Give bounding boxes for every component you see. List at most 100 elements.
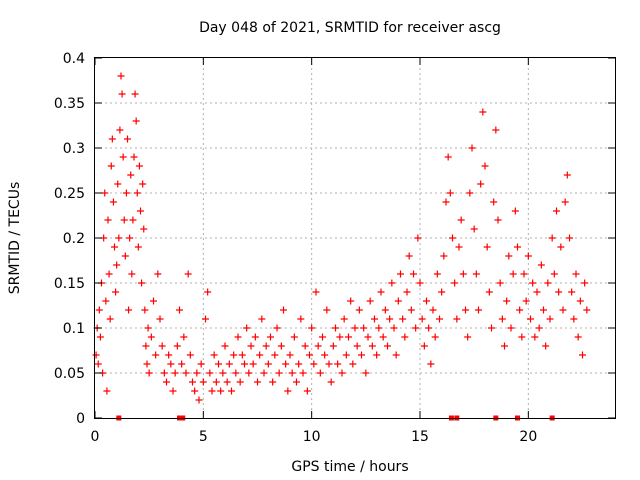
x-tick-label: 5 [199, 429, 208, 445]
data-point [511, 207, 519, 215]
data-point [399, 315, 407, 323]
data-point [286, 351, 294, 359]
data-point [121, 252, 129, 260]
data-point [334, 360, 342, 368]
data-point [535, 324, 543, 332]
data-point [490, 198, 498, 206]
data-point [147, 333, 155, 341]
data-point [171, 369, 179, 377]
data-point [108, 135, 116, 143]
data-point [429, 306, 437, 314]
data-point [144, 324, 152, 332]
data-point [128, 270, 136, 278]
data-point [221, 342, 229, 350]
data-point [433, 270, 441, 278]
data-point [271, 351, 279, 359]
data-point [290, 333, 298, 341]
data-point [446, 189, 454, 197]
data-point [509, 270, 517, 278]
x-tick-label: 0 [91, 429, 100, 445]
data-point [566, 234, 573, 242]
x-tick-label: 15 [411, 429, 429, 445]
data-point [451, 279, 459, 287]
data-point [116, 126, 124, 134]
data-point [550, 270, 558, 278]
data-point [537, 261, 545, 269]
data-point [358, 351, 365, 359]
data-point [524, 252, 532, 260]
data-point [455, 243, 463, 251]
data-point [125, 306, 133, 314]
data-point [373, 351, 381, 359]
plot-frame [94, 57, 616, 419]
data-point [416, 279, 424, 287]
data-point [472, 270, 480, 278]
y-tick-label: 0.3 [63, 141, 85, 157]
data-point [325, 360, 333, 368]
data-point [243, 324, 251, 332]
data-point [319, 333, 326, 341]
data-point [316, 369, 324, 377]
data-point [133, 189, 141, 197]
data-point [388, 279, 396, 287]
data-point [284, 387, 292, 395]
data-point [215, 360, 222, 368]
chart-title: Day 048 of 2021, SRMTID for receiver asc… [199, 20, 501, 36]
data-point [518, 333, 526, 341]
data-point [178, 360, 186, 368]
data-point [520, 270, 528, 278]
data-point [336, 333, 344, 341]
data-point [403, 288, 411, 296]
data-point [140, 225, 148, 233]
data-point [131, 90, 139, 98]
data-point [563, 171, 571, 179]
data-point [127, 171, 135, 179]
data-point [310, 360, 318, 368]
data-point [351, 324, 359, 332]
data-point [277, 342, 285, 350]
data-point [269, 378, 277, 386]
x-tick-label: 10 [303, 429, 321, 445]
data-point [169, 387, 177, 395]
data-point [579, 351, 586, 359]
data-point [119, 153, 127, 161]
data-point [410, 270, 417, 278]
data-point [107, 162, 115, 170]
data-point [299, 369, 307, 377]
data-point [368, 342, 376, 350]
data-point [576, 297, 584, 305]
data-point [548, 234, 556, 242]
data-point [492, 126, 500, 134]
y-tick-label: 0.25 [54, 186, 85, 202]
data-point [583, 306, 591, 314]
data-point [414, 234, 422, 242]
data-point [282, 360, 290, 368]
data-point [195, 396, 203, 404]
data-point [401, 333, 409, 341]
data-point [141, 306, 149, 314]
data-point [129, 216, 137, 224]
data-point [321, 351, 329, 359]
data-point [390, 324, 398, 332]
y-tick-label: 0.1 [63, 321, 85, 337]
data-point [117, 72, 125, 80]
data-point [312, 288, 320, 296]
data-point [94, 360, 102, 368]
data-point [256, 351, 264, 359]
x-axis-label: GPS time / hours [291, 459, 408, 475]
data-point [219, 369, 227, 377]
data-point [306, 351, 313, 359]
data-point [303, 387, 311, 395]
data-point [362, 369, 370, 377]
data-point [327, 378, 335, 386]
data-point [375, 324, 383, 332]
data-point [210, 351, 218, 359]
data-point [167, 360, 175, 368]
data-point [156, 315, 164, 323]
data-point [329, 342, 337, 350]
data-point [347, 297, 355, 305]
data-point [412, 324, 420, 332]
data-point [542, 342, 550, 350]
data-point [101, 189, 109, 197]
